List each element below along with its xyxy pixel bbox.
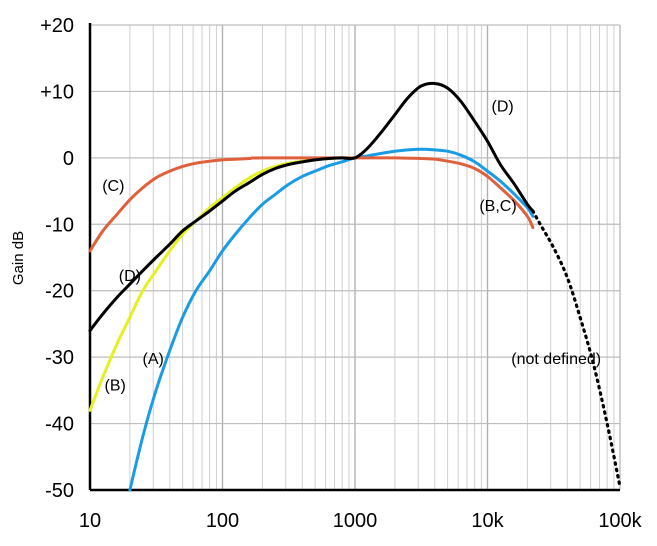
x-tick-label: 1000 — [333, 510, 378, 532]
y-tick-labels: +20 +10 0 -10 -20 -30 -40 -50 — [40, 15, 74, 502]
y-tick-label: 0 — [63, 148, 74, 170]
x-tick-label: 100k — [598, 510, 642, 532]
y-tick-label: -30 — [45, 347, 74, 369]
x-tick-label: 10k — [471, 510, 504, 532]
series-line-c — [88, 156, 535, 253]
y-tick-label: +20 — [40, 15, 74, 37]
series-lines — [88, 81, 622, 492]
series-line-a — [128, 147, 535, 492]
curve-annotations: (A) (B) (C) (D) (D) (B,C) (not defined) — [102, 98, 601, 394]
curve-annotation: (D) — [119, 268, 141, 285]
x-tick-label: 100 — [206, 510, 239, 532]
series-line-not-defined — [531, 209, 622, 489]
y-tick-label: -50 — [45, 480, 74, 502]
curve-annotation: (B) — [105, 377, 126, 394]
curve-annotation: (A) — [143, 351, 164, 368]
curve-annotation: (D) — [491, 98, 513, 115]
curve-annotation: (not defined) — [511, 351, 601, 368]
series-line-d — [88, 81, 535, 333]
x-tick-label: 10 — [79, 510, 101, 532]
vertical-gridlines — [89, 25, 621, 490]
x-tick-labels: 10 100 1000 10k 100k — [79, 510, 643, 532]
y-tick-label: +10 — [40, 81, 74, 103]
y-axis-label: Gain dB — [10, 231, 27, 285]
y-tick-label: -40 — [45, 414, 74, 436]
axes — [88, 23, 620, 492]
curve-annotation: (B,C) — [479, 198, 516, 215]
y-tick-label: -20 — [45, 281, 74, 303]
y-tick-label: -10 — [45, 214, 74, 236]
curve-annotation: (C) — [102, 178, 124, 195]
